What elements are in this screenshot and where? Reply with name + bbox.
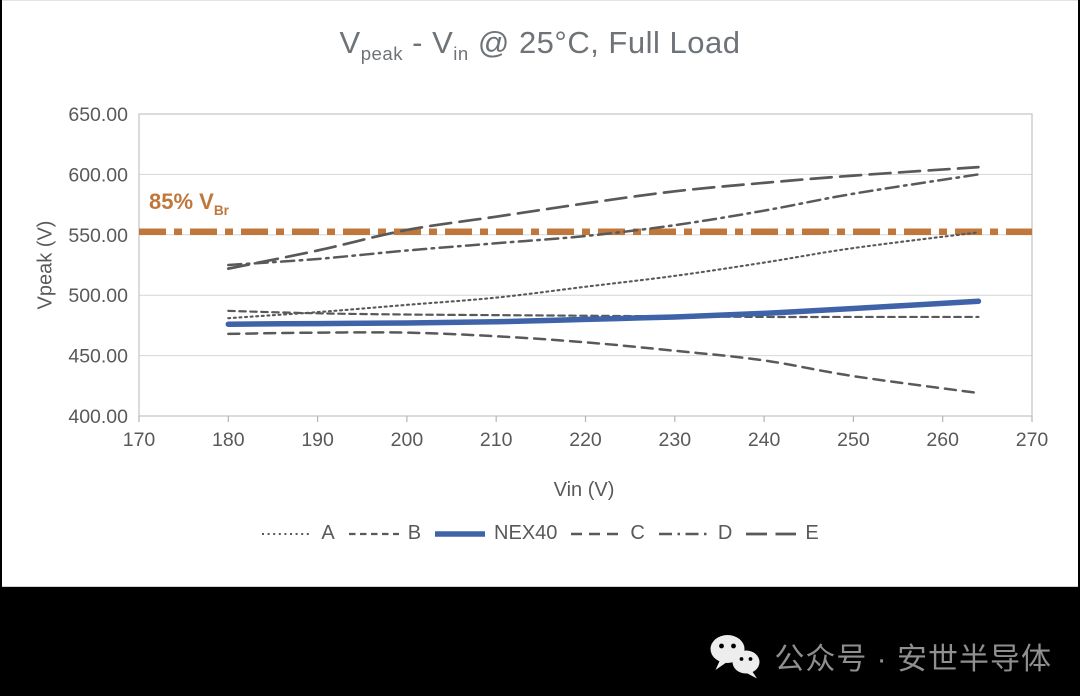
series-line-A [227,231,980,320]
legend-line-sample-D [658,532,709,535]
legend-label-A: A [321,522,335,544]
legend-line-sample-E [746,532,797,535]
title-text: - V [403,25,454,60]
y-tick-label: 600.00 [68,164,128,186]
chart-card: Vpeak - Vin @ 25°C, Full Load 650.00 600.… [2,0,1078,587]
legend-label-E: E [805,522,819,544]
x-tick-label: 250 [837,429,870,451]
legend-item-E: E [745,522,819,545]
series-line-C [227,331,980,395]
vbr-annotation-label: 85% VBr [149,189,229,218]
vbr-label-subscript: Br [213,202,229,218]
watermark: 公众号 · 安世半导体 [708,628,1052,684]
y-tick-label: 500.00 [68,285,128,307]
legend-item-D: D [658,522,732,545]
legend-label-D: D [717,522,733,544]
legend-label-B: B [407,522,422,544]
y-tick-label: 400.00 [68,406,128,428]
x-axis-title: Vin (V) [553,479,615,501]
x-tick-label: 200 [391,429,424,451]
x-tick-label: 220 [569,429,602,451]
series-line-D [227,173,980,267]
y-axis-title: Vpeak (V) [34,220,57,310]
x-tick-label: 210 [480,429,513,451]
title-text: V [339,25,361,60]
y-tick-label: 550.00 [68,225,128,247]
legend-line-sample-A [262,532,313,535]
wechat-icon [710,635,760,679]
legend-item-A: A [261,522,335,545]
legend-item-B: B [348,522,421,545]
chart-title: Vpeak - Vin @ 25°C, Full Load [2,25,1078,65]
x-tick-label: 260 [926,429,959,451]
legend-label-NEX40: NEX40 [494,522,558,544]
y-tick-label: 650.00 [68,104,128,126]
x-tick-label: 190 [301,429,334,451]
plot-border [138,113,1033,417]
legend-line-sample-C [571,532,622,535]
vbr-label-text: 85% V [149,189,214,214]
x-tick-label: 240 [748,429,781,451]
legend-line-sample-NEX40 [435,530,486,537]
title-subscript: peak [360,43,404,65]
series-line-E [226,165,980,270]
series-line-B [227,309,980,319]
legend-item-NEX40: NEX40 [434,522,557,545]
series-line-NEX40 [225,298,982,327]
watermark-text: 公众号 · 安世半导体 [774,643,1052,676]
y-tick-label: 450.00 [68,346,128,368]
x-tick-label: 270 [1016,429,1049,451]
x-tick-label: 180 [212,429,245,451]
legend-label-C: C [630,522,645,544]
legend-item-C: C [570,522,645,545]
legend-line-sample-B [348,532,399,535]
title-text: @ 25°C, Full Load [468,25,741,60]
chart-legend: A B NEX40 C D E [2,522,1078,545]
x-tick-label: 230 [659,429,692,451]
title-subscript: in [453,43,469,65]
x-tick-label: 170 [123,429,156,451]
